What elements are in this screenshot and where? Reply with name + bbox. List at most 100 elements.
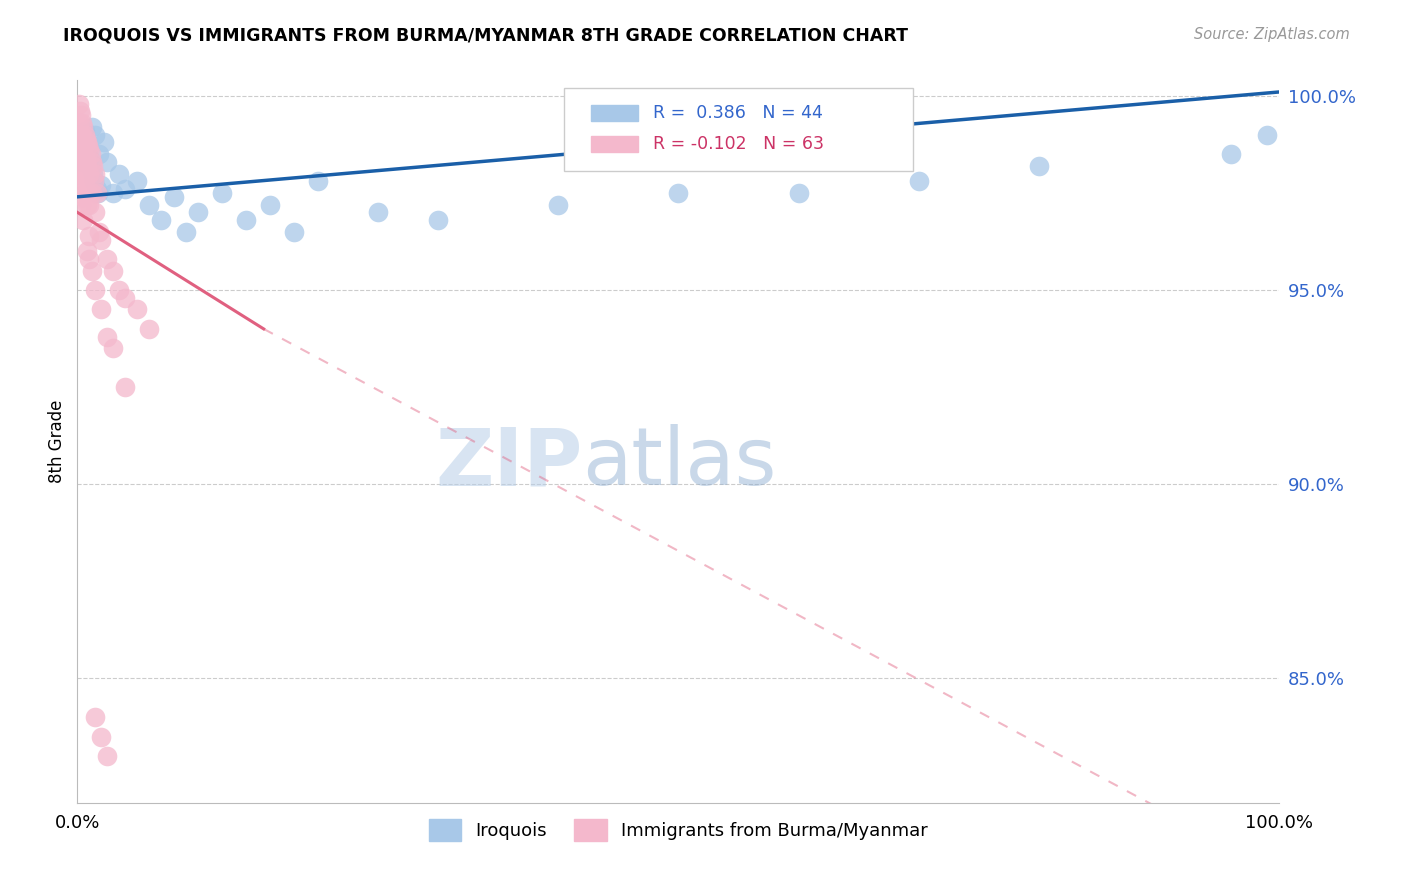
Point [114,291,136,305]
Point [76,136,98,150]
Point [150,213,173,227]
Point [114,182,136,196]
Point [427,213,450,227]
Point [75,154,97,169]
Point [787,186,810,200]
Point [96,329,118,343]
Point [83,174,105,188]
Text: atlas: atlas [582,425,776,502]
Point [67,128,90,142]
Legend: Iroquois, Immigrants from Burma/Myanmar: Iroquois, Immigrants from Burma/Myanmar [422,812,935,848]
Point [73,128,96,142]
Point [114,380,136,394]
Y-axis label: 8th Grade: 8th Grade [48,400,66,483]
Point [127,174,149,188]
Point [138,197,160,211]
Point [79,159,101,173]
Point [283,225,305,239]
Point [127,302,149,317]
Point [70,174,93,188]
Point [79,143,101,157]
Point [70,108,93,122]
Point [80,120,103,134]
Point [72,167,94,181]
Point [70,182,93,196]
Point [70,159,93,173]
Point [72,154,94,169]
Point [86,182,108,196]
FancyBboxPatch shape [564,87,912,170]
Point [73,174,96,188]
Point [76,244,98,259]
Text: R =  0.386   N = 44: R = 0.386 N = 44 [652,103,823,122]
Point [75,131,97,145]
Point [908,174,931,188]
Point [90,178,112,193]
Point [73,124,96,138]
Point [1220,147,1243,161]
Point [80,186,103,200]
Point [76,159,98,173]
Point [174,225,197,239]
Point [668,186,690,200]
Point [70,143,93,157]
Point [67,96,90,111]
Point [90,233,112,247]
Point [87,186,110,200]
Point [83,174,105,188]
Point [84,710,107,724]
Point [69,147,91,161]
Point [307,174,329,188]
Point [87,225,110,239]
Point [69,136,91,150]
Point [72,120,94,134]
Point [82,159,104,173]
Point [259,197,281,211]
Point [67,139,90,153]
Point [108,167,131,181]
Point [72,213,94,227]
Point [80,154,103,169]
Point [96,252,118,266]
Point [93,136,115,150]
Point [80,263,103,277]
Point [1028,159,1050,173]
Point [70,151,93,165]
Point [70,151,93,165]
Point [79,252,101,266]
Point [79,197,101,211]
Text: ZIP: ZIP [434,425,582,502]
Point [79,228,101,243]
Point [90,730,112,744]
Point [76,139,98,153]
Point [70,128,93,142]
Point [69,167,91,181]
Point [84,283,107,297]
Point [90,302,112,317]
Point [79,147,101,161]
Text: R = -0.102   N = 63: R = -0.102 N = 63 [652,135,824,153]
Text: IROQUOIS VS IMMIGRANTS FROM BURMA/MYANMAR 8TH GRADE CORRELATION CHART: IROQUOIS VS IMMIGRANTS FROM BURMA/MYANMA… [63,27,908,45]
Point [73,151,96,165]
Point [103,186,125,200]
Point [75,186,97,200]
Point [70,197,93,211]
Point [96,749,118,764]
Point [84,205,107,219]
Point [79,167,101,181]
Point [367,205,389,219]
Point [87,147,110,161]
Point [72,143,94,157]
Point [84,128,107,142]
Point [67,116,90,130]
Point [103,341,125,355]
Point [1256,128,1278,142]
Point [211,186,233,200]
Point [70,136,93,150]
Point [82,167,104,181]
Point [77,186,100,200]
Point [186,205,209,219]
Point [69,104,91,119]
Point [86,186,108,200]
Point [235,213,257,227]
